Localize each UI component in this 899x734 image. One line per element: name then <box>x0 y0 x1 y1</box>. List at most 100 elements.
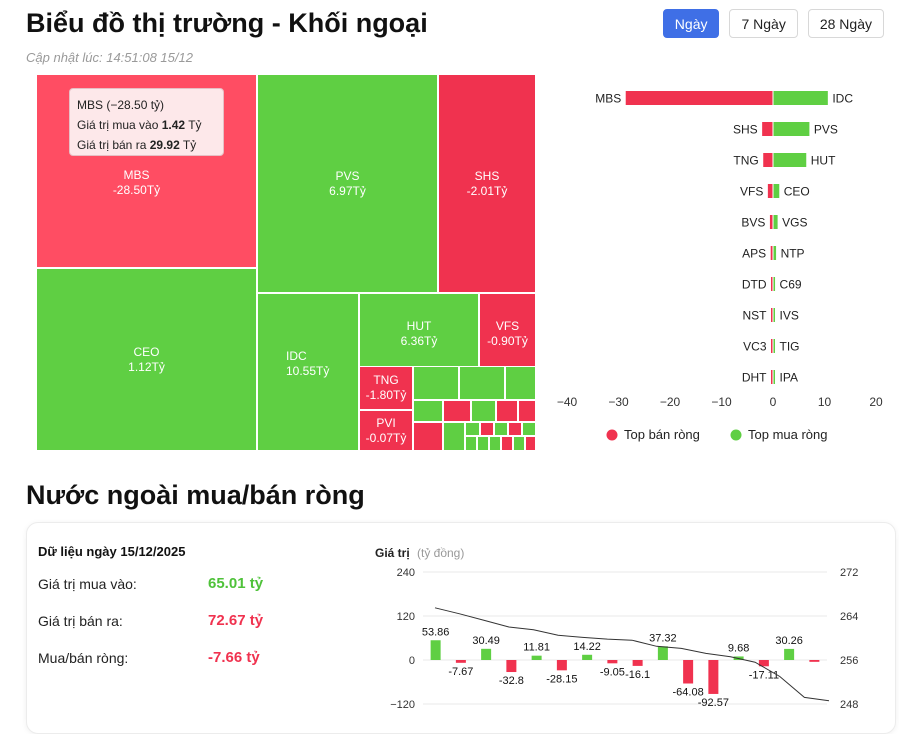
bar-label-buy: C69 <box>780 278 802 292</box>
tab-7-days[interactable]: 7 Ngày <box>729 9 798 38</box>
bar-sell-vfs <box>767 184 773 198</box>
treemap-tile-small[interactable] <box>459 366 505 400</box>
y-tick-right: 272 <box>840 567 858 579</box>
flow-bar <box>556 660 567 671</box>
treemap-tile-small[interactable] <box>489 436 501 451</box>
flow-bar-label: -28.15 <box>546 673 577 685</box>
treemap-tile-label: TNG -1.80Tỷ <box>360 373 412 403</box>
tab-day[interactable]: Ngày <box>662 9 720 38</box>
tile-code: VFS <box>495 318 520 333</box>
treemap-tile-small[interactable] <box>513 436 525 451</box>
x-tick-label: 0 <box>770 395 777 409</box>
treemap-tile-small[interactable] <box>477 436 489 451</box>
tile-code: HUT <box>406 318 432 333</box>
treemap-tile-small[interactable] <box>505 366 536 400</box>
update-timestamp: Cập nhật lúc: 14:51:08 15/12 <box>26 50 193 65</box>
tile-value: 10.55Tỷ <box>286 364 330 379</box>
treemap-tile-ceo[interactable]: CEO 1.12Tỷ <box>36 268 257 451</box>
bar-sell-nst <box>771 308 773 322</box>
index-line <box>434 607 830 702</box>
treemap-tooltip: MBS (−28.50 tỷ) Giá trị mua vào 1.42 Tỷ … <box>69 88 224 156</box>
tile-code: PVS <box>335 168 360 183</box>
treemap-tile-label: PVI -0.07Tỷ <box>360 416 412 446</box>
net-value-label: Mua/bán ròng: <box>38 650 129 666</box>
flow-bar-label: -16.1 <box>625 669 650 681</box>
treemap-tile-small[interactable] <box>480 422 494 436</box>
tooltip-buy-unit: Tỷ <box>188 118 202 132</box>
treemap-tile-shs[interactable]: SHS -2.01Tỷ <box>438 74 536 293</box>
bar-sell-vc3 <box>771 339 773 353</box>
treemap-tile-small[interactable] <box>525 436 536 451</box>
legend-sell-label: Top bán ròng <box>624 427 700 442</box>
bar-label-buy: IPA <box>780 371 798 385</box>
treemap-tile-vfs[interactable]: VFS -0.90Tỷ <box>479 293 536 374</box>
treemap-tile-small[interactable] <box>413 422 443 451</box>
treemap-tile-pvs[interactable]: PVS 6.97Tỷ <box>257 74 438 293</box>
flow-bar <box>708 660 719 694</box>
bar-sell-mbs <box>625 91 773 105</box>
bar-sell-bvs <box>769 215 773 229</box>
treemap-tile-pvi[interactable]: PVI -0.07Tỷ <box>359 410 413 451</box>
tooltip-sell-value: 29.92 <box>149 138 180 152</box>
tab-28-days[interactable]: 28 Ngày <box>807 9 884 38</box>
net-flow-card <box>26 522 896 734</box>
flow-bar-label: -17.11 <box>749 669 779 681</box>
treemap-tile-label: CEO 1.12Tỷ <box>37 345 256 375</box>
treemap-tile-small[interactable] <box>443 422 465 451</box>
bar-label-sell: TNG <box>733 154 758 168</box>
bar-label-sell: BVS <box>741 216 765 230</box>
bar-label-sell: VC3 <box>743 340 767 354</box>
treemap-tile-small[interactable] <box>518 400 536 422</box>
bar-buy-idc <box>773 91 828 105</box>
flow-bar <box>481 648 492 660</box>
net-flow-chart: Giá trị (tỷ đồng)240 120 0 −120 272 264 256 248 5… <box>375 546 858 711</box>
tooltip-sell-label: Giá trị bán ra <box>77 138 147 152</box>
treemap-tile-small[interactable] <box>413 366 459 400</box>
treemap-tile-tng[interactable]: TNG -1.80Tỷ <box>359 366 413 410</box>
treemap-tile-label: MBS -28.50Tỷ <box>37 168 236 198</box>
legend-buy-label: Top mua ròng <box>748 427 828 442</box>
treemap-tile-small[interactable] <box>413 400 443 422</box>
treemap-tile-small[interactable] <box>508 422 522 436</box>
flow-bar-label: 53.86 <box>422 626 450 638</box>
x-tick-label: −40 <box>557 395 578 409</box>
treemap-tile-idc[interactable]: IDC 10.55Tỷ <box>257 293 359 451</box>
y-tick-left: 240 <box>397 567 415 579</box>
legend-sell-marker <box>606 429 618 441</box>
x-tick-label: −10 <box>711 395 732 409</box>
x-tick-label: 10 <box>818 395 832 409</box>
flow-bar-label: 30.49 <box>472 635 500 647</box>
treemap-tile-hut[interactable]: HUT 6.36Tỷ <box>359 293 479 374</box>
tooltip-title: MBS (−28.50 tỷ) <box>77 98 165 112</box>
bar-buy-hut <box>773 153 807 167</box>
tile-code: MBS <box>123 168 150 182</box>
flow-bar-label: 14.22 <box>573 641 601 653</box>
treemap-tile-small[interactable] <box>471 400 496 422</box>
treemap-tile-small[interactable] <box>465 436 477 451</box>
bar-buy-ntp <box>773 246 777 260</box>
treemap-tile-small[interactable] <box>501 436 513 451</box>
bar-buy-pvs <box>773 122 810 136</box>
treemap-tile-small[interactable] <box>496 400 518 422</box>
treemap-tile-small[interactable] <box>465 422 480 436</box>
flow-bar-label: -92.57 <box>698 697 729 709</box>
bar-label-buy: TIG <box>780 340 800 354</box>
bar-sell-dht <box>771 370 773 384</box>
treemap-tile-label: HUT 6.36Tỷ <box>360 319 478 349</box>
tile-code: CEO <box>133 344 160 359</box>
treemap-tile-small[interactable] <box>522 422 536 436</box>
period-tabs: Ngày 7 Ngày 28 Ngày <box>662 9 884 38</box>
top-net-bar-chart: MBS IDC SHS PVS TNG HUT VFS CEO BVS VGS APS NTP DTD C… <box>557 91 883 442</box>
treemap-tile-small[interactable] <box>443 400 471 422</box>
y-tick-right: 256 <box>840 655 858 667</box>
treemap-tile-label: VFS -0.90Tỷ <box>480 319 535 349</box>
sell-value: 72.67 tỷ <box>208 612 264 629</box>
flow-bar <box>632 660 643 666</box>
treemap-tile-small[interactable] <box>494 422 508 436</box>
bar-sell-shs <box>762 122 773 136</box>
bar-label-sell: DHT <box>742 371 767 385</box>
flow-bar-label: -7.67 <box>448 666 473 678</box>
bar-label-buy: CEO <box>784 185 810 199</box>
tooltip-sell-unit: Tỷ <box>182 138 197 152</box>
tooltip-buy-row: Giá trị mua vào 1.42 Tỷ <box>77 115 216 135</box>
